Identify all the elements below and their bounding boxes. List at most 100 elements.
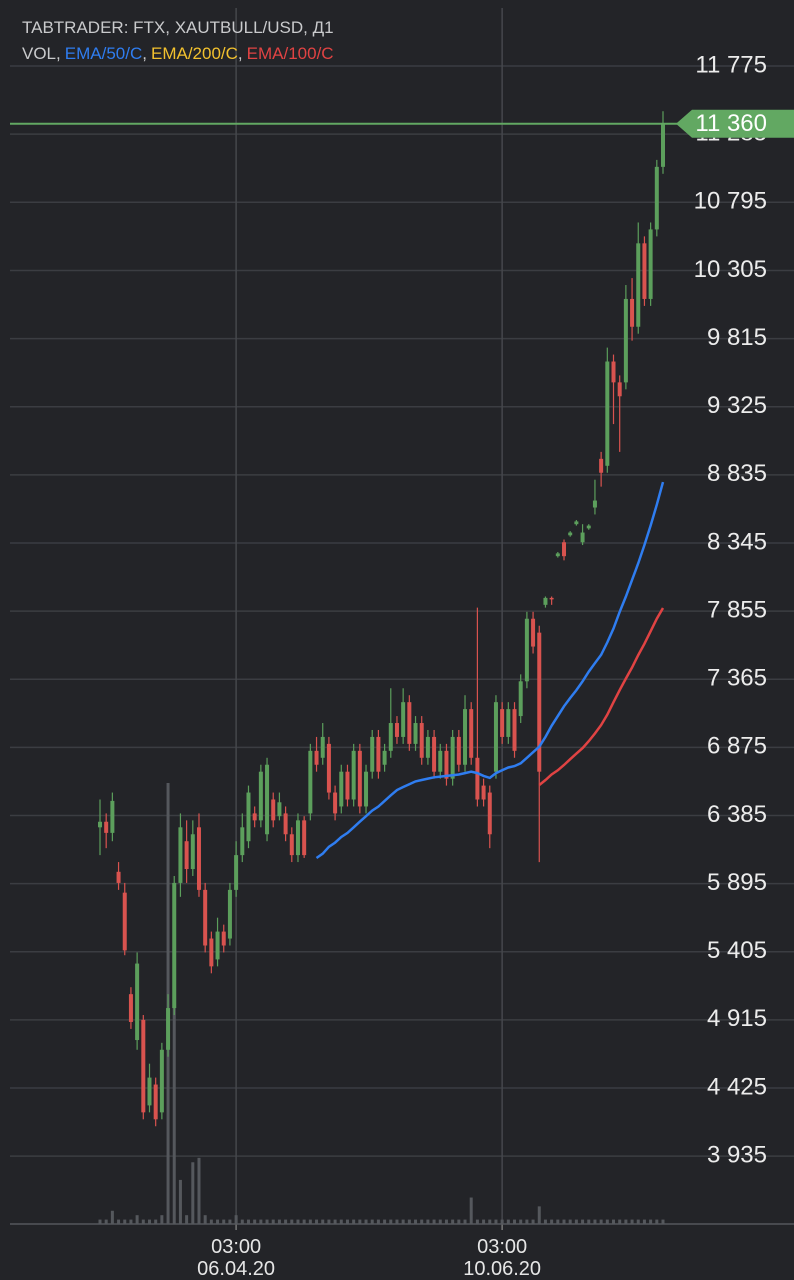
volume-bar — [271, 1219, 275, 1224]
candle-body — [388, 723, 393, 751]
y-tick-label: 4 915 — [707, 1005, 767, 1032]
volume-bar — [284, 1219, 288, 1224]
volume-bar — [141, 1219, 145, 1224]
candle-body — [382, 750, 387, 765]
candle-body — [141, 1019, 146, 1113]
candle-body — [432, 736, 437, 772]
candle-body — [258, 771, 263, 821]
candle-body — [104, 821, 109, 833]
candle-body — [419, 723, 424, 758]
y-tick-label: 10 305 — [694, 256, 767, 283]
candle-body — [320, 736, 325, 758]
legend-volume: VOL — [22, 44, 57, 63]
volume-bar — [253, 1219, 257, 1224]
volume-bar — [550, 1219, 554, 1224]
volume-bar — [104, 1219, 108, 1224]
candle-body — [562, 542, 567, 557]
y-tick-label: 7 365 — [707, 665, 767, 692]
volume-bar — [345, 1219, 349, 1224]
volume-bar — [432, 1219, 436, 1224]
volume-bar — [587, 1219, 591, 1224]
candle-body — [370, 736, 375, 772]
candle-body — [543, 597, 548, 605]
volume-bar — [160, 1215, 164, 1224]
candle-body — [295, 820, 300, 856]
candle-body — [252, 813, 257, 821]
volume-bar — [209, 1219, 213, 1224]
volume-bar — [389, 1219, 393, 1224]
volume-bar — [246, 1219, 250, 1224]
candle-body — [221, 931, 226, 946]
candle-body — [512, 709, 517, 751]
candle-body — [401, 702, 406, 737]
ema-line — [538, 607, 665, 786]
candle-body — [159, 1049, 164, 1113]
candle-body — [314, 750, 319, 765]
volume-bar — [277, 1219, 281, 1224]
candle-body — [357, 750, 362, 807]
volume-bar — [395, 1219, 399, 1224]
candle-body — [376, 736, 381, 772]
candle-body — [333, 792, 338, 814]
candle-body — [630, 298, 635, 327]
volume-bar — [197, 1157, 201, 1224]
candle-body — [425, 736, 430, 758]
volume-bar — [451, 1219, 455, 1224]
volume-bar — [315, 1219, 319, 1224]
volume-bar — [630, 1219, 634, 1224]
volume-bar — [234, 1215, 238, 1224]
candle-body — [196, 827, 201, 890]
volume-bar — [636, 1219, 640, 1224]
candle-body — [209, 938, 214, 967]
candle-body — [394, 723, 399, 737]
volume-bar — [401, 1219, 405, 1224]
candle-body — [302, 820, 307, 856]
volume-bar — [426, 1219, 430, 1224]
volume-bar — [333, 1219, 337, 1224]
volume-bar — [407, 1219, 411, 1224]
volume-bar — [376, 1219, 380, 1224]
y-tick-label: 10 795 — [694, 188, 767, 215]
legend-separator: , — [237, 44, 243, 63]
candle-body — [475, 757, 480, 800]
volume-bar — [117, 1219, 121, 1224]
candle-body — [227, 889, 232, 939]
candle-body — [481, 785, 486, 800]
volume-bar — [222, 1219, 226, 1224]
volume-bar — [506, 1219, 510, 1224]
candle-body — [549, 597, 554, 600]
candle-body — [450, 736, 455, 779]
candle-body — [98, 821, 102, 828]
volume-bar — [475, 1219, 479, 1224]
candle-body — [128, 994, 133, 1022]
volume-bar — [98, 1219, 102, 1224]
volume-bar — [129, 1219, 133, 1224]
volume-bar — [649, 1219, 653, 1224]
candle-body — [122, 892, 127, 951]
candle-body — [289, 834, 294, 856]
candle-body — [135, 963, 140, 1041]
ema-line — [315, 481, 665, 860]
candle-body — [592, 500, 597, 508]
volume-bar — [339, 1219, 343, 1224]
volume-bar — [370, 1219, 374, 1224]
volume-bar — [556, 1219, 560, 1224]
candle-body — [215, 931, 220, 960]
candle-body — [605, 361, 610, 466]
volume-bar — [457, 1219, 461, 1224]
y-tick-label: 3 935 — [707, 1141, 767, 1168]
volume-bar — [265, 1219, 269, 1224]
x-tick-label: 03:00 06.04.20 — [197, 1236, 276, 1280]
candle-body — [283, 813, 288, 835]
candle-body — [351, 750, 356, 800]
candle-body — [277, 802, 282, 817]
candle-body — [463, 709, 468, 765]
legend-separator: , — [142, 44, 147, 63]
y-tick-label: 7 855 — [707, 596, 767, 623]
legend-item: EMA/50/C — [64, 44, 143, 63]
candle-body — [203, 889, 208, 946]
y-tick-label: 5 895 — [707, 869, 767, 896]
y-tick-label: 8 835 — [707, 460, 767, 487]
candle-body — [661, 123, 665, 167]
